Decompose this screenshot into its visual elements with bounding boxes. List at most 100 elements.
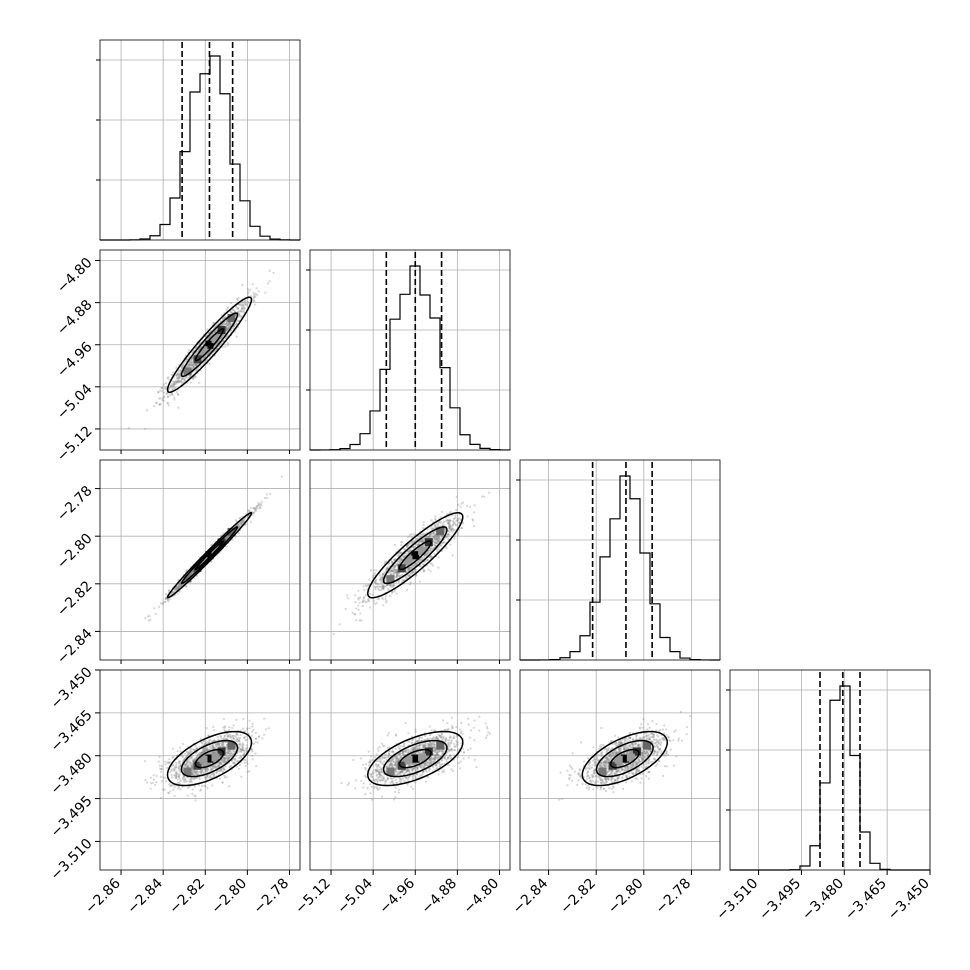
panel-1-1 (306, 249, 511, 451)
sample-point (226, 324, 229, 327)
sample-point (369, 606, 372, 609)
sample-point (234, 305, 238, 308)
sample-point (189, 381, 192, 384)
sample-point (405, 588, 409, 591)
sample-point (180, 381, 183, 384)
sample-point (384, 597, 387, 601)
sample-point (184, 777, 187, 780)
sample-point (450, 529, 453, 533)
sample-point (364, 584, 367, 587)
sample-point (153, 405, 156, 408)
sample-point (178, 373, 181, 376)
sample-point (177, 380, 180, 383)
sample-point (223, 726, 226, 729)
sample-point (179, 375, 182, 378)
sample-point (364, 593, 367, 597)
sample-point (233, 309, 236, 312)
sample-point (442, 541, 446, 544)
sample-point (214, 349, 217, 352)
sample-point (381, 598, 384, 601)
sample-point (362, 585, 365, 588)
sample-point (239, 303, 242, 306)
sample-point (205, 727, 208, 730)
sample-point (243, 311, 246, 314)
sample-point (381, 583, 384, 587)
sample-point (190, 358, 194, 361)
sample-point (466, 515, 469, 518)
sample-point (446, 519, 449, 522)
sample-point (229, 323, 232, 326)
sample-point (374, 581, 377, 584)
sample-point (481, 495, 484, 498)
sample-point (177, 379, 180, 382)
sample-point (191, 351, 194, 354)
sample-point (247, 292, 250, 295)
sample-point (180, 377, 183, 380)
sample-point (354, 613, 357, 616)
sample-point (473, 511, 476, 514)
sample-point (177, 373, 180, 376)
sample-point (201, 343, 205, 346)
sample-point (174, 589, 177, 592)
sample-point (155, 402, 158, 405)
sample-point (384, 595, 387, 598)
sample-point (255, 506, 258, 509)
sample-point (402, 556, 405, 559)
sample-point (191, 377, 195, 380)
sample-point (242, 304, 245, 307)
sample-point (170, 384, 173, 387)
sample-point (243, 736, 246, 739)
sample-point (393, 558, 396, 561)
sample-point (244, 303, 247, 306)
sample-point (154, 612, 157, 616)
sample-point (183, 378, 186, 382)
sample-point (194, 364, 197, 367)
sample-point (187, 348, 190, 352)
sample-point (382, 604, 385, 607)
sample-point (167, 376, 170, 379)
sample-point (360, 619, 363, 622)
sample-point (167, 589, 170, 592)
sample-point (449, 510, 452, 513)
sample-point (436, 549, 439, 553)
sample-point (240, 775, 243, 778)
sample-point (256, 293, 259, 296)
sample-point (393, 590, 396, 593)
sample-point (338, 623, 341, 626)
sample-point (249, 507, 253, 510)
sample-point (407, 574, 410, 578)
sample-point (430, 562, 433, 566)
sample-point (174, 771, 177, 774)
sample-point (380, 581, 383, 584)
sample-point (175, 366, 178, 369)
sample-point (242, 309, 245, 312)
sample-point (239, 309, 242, 312)
sample-point (243, 752, 246, 755)
sample-point (231, 726, 234, 730)
sample-point (187, 786, 190, 790)
sample-point (384, 568, 388, 572)
sample-point (379, 578, 383, 582)
sample-point (255, 287, 258, 290)
sample-point (420, 540, 423, 544)
sample-point (179, 779, 182, 783)
sample-point (230, 311, 233, 314)
sample-point (357, 608, 360, 612)
sample-point (188, 365, 191, 368)
y-tick-label: −2.80 (54, 531, 96, 573)
y-tick-label: −2.82 (54, 578, 96, 620)
sample-point (227, 306, 230, 309)
sample-point (176, 393, 180, 396)
sample-point (236, 307, 239, 310)
sample-point (166, 402, 169, 405)
sample-point (223, 734, 226, 737)
sample-point (198, 381, 201, 384)
sample-point (149, 776, 152, 779)
sample-point (240, 306, 243, 309)
sample-point (459, 517, 462, 520)
sample-point (247, 290, 250, 293)
sample-point (226, 329, 229, 332)
sample-point (390, 560, 393, 563)
sample-point (177, 393, 180, 396)
